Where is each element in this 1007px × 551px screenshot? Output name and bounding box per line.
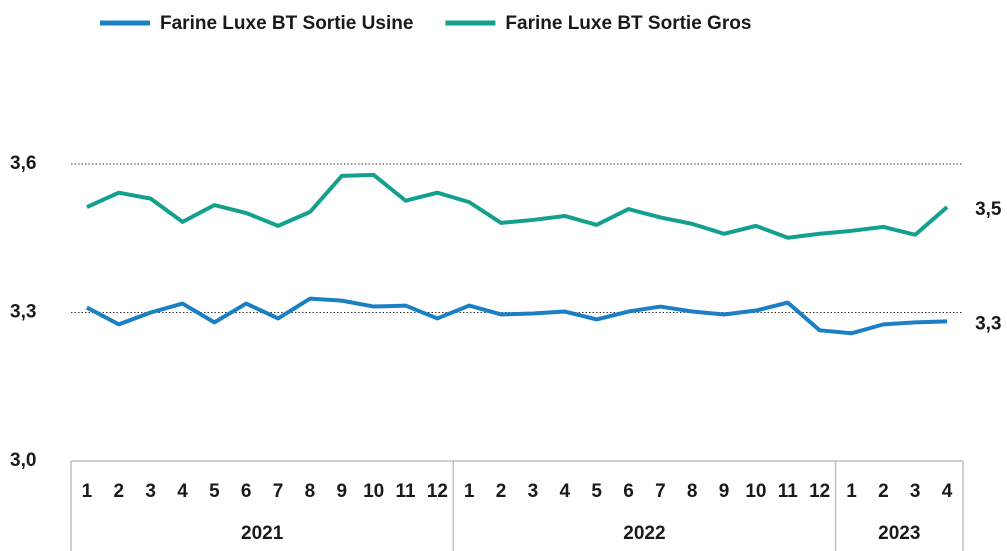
x-tick-label: 8 xyxy=(305,481,316,502)
y-tick-label: 3,6 xyxy=(10,153,36,174)
x-tick-label: 2 xyxy=(113,481,124,502)
group-label: 2023 xyxy=(878,523,920,544)
x-tick-label: 1 xyxy=(464,481,475,502)
x-tick-label: 10 xyxy=(745,481,766,502)
data-label: 3,3 xyxy=(975,313,1001,334)
x-tick-label: 5 xyxy=(209,481,220,502)
x-tick-label: 9 xyxy=(336,481,347,502)
x-tick-label: 4 xyxy=(559,481,570,502)
x-tick-label: 1 xyxy=(846,481,857,502)
x-tick-label: 3 xyxy=(145,481,156,502)
legend-label: Farine Luxe BT Sortie Usine xyxy=(160,13,413,34)
data-label: 3,5 xyxy=(975,199,1002,220)
x-tick-label: 4 xyxy=(177,481,188,502)
x-tick-label: 2 xyxy=(878,481,889,502)
x-tick-label: 3 xyxy=(910,481,921,502)
series-line xyxy=(86,172,949,240)
x-tick-label: 2 xyxy=(496,481,507,502)
x-tick-label: 11 xyxy=(778,481,799,502)
group-label: 2022 xyxy=(623,523,665,544)
x-tick-label: 3 xyxy=(528,481,539,502)
group-label: 2021 xyxy=(241,523,284,544)
y-tick-label: 3,0 xyxy=(10,450,36,471)
y-tick-label: 3,3 xyxy=(10,302,36,323)
x-tick-label: 11 xyxy=(395,481,416,502)
x-tick-label: 8 xyxy=(687,481,698,502)
x-tick-label: 5 xyxy=(591,481,602,502)
x-tick-label: 12 xyxy=(427,481,448,502)
x-tick-label: 4 xyxy=(942,481,953,502)
x-tick-label: 12 xyxy=(809,481,830,502)
x-tick-label: 6 xyxy=(241,481,252,502)
x-tick-label: 7 xyxy=(655,481,666,502)
legend-label: Farine Luxe BT Sortie Gros xyxy=(505,13,751,34)
x-tick-label: 1 xyxy=(82,481,93,502)
x-tick-label: 9 xyxy=(719,481,730,502)
x-tick-label: 7 xyxy=(273,481,284,502)
x-tick-label: 6 xyxy=(623,481,634,502)
series-line xyxy=(85,296,948,336)
x-tick-label: 10 xyxy=(363,481,384,502)
